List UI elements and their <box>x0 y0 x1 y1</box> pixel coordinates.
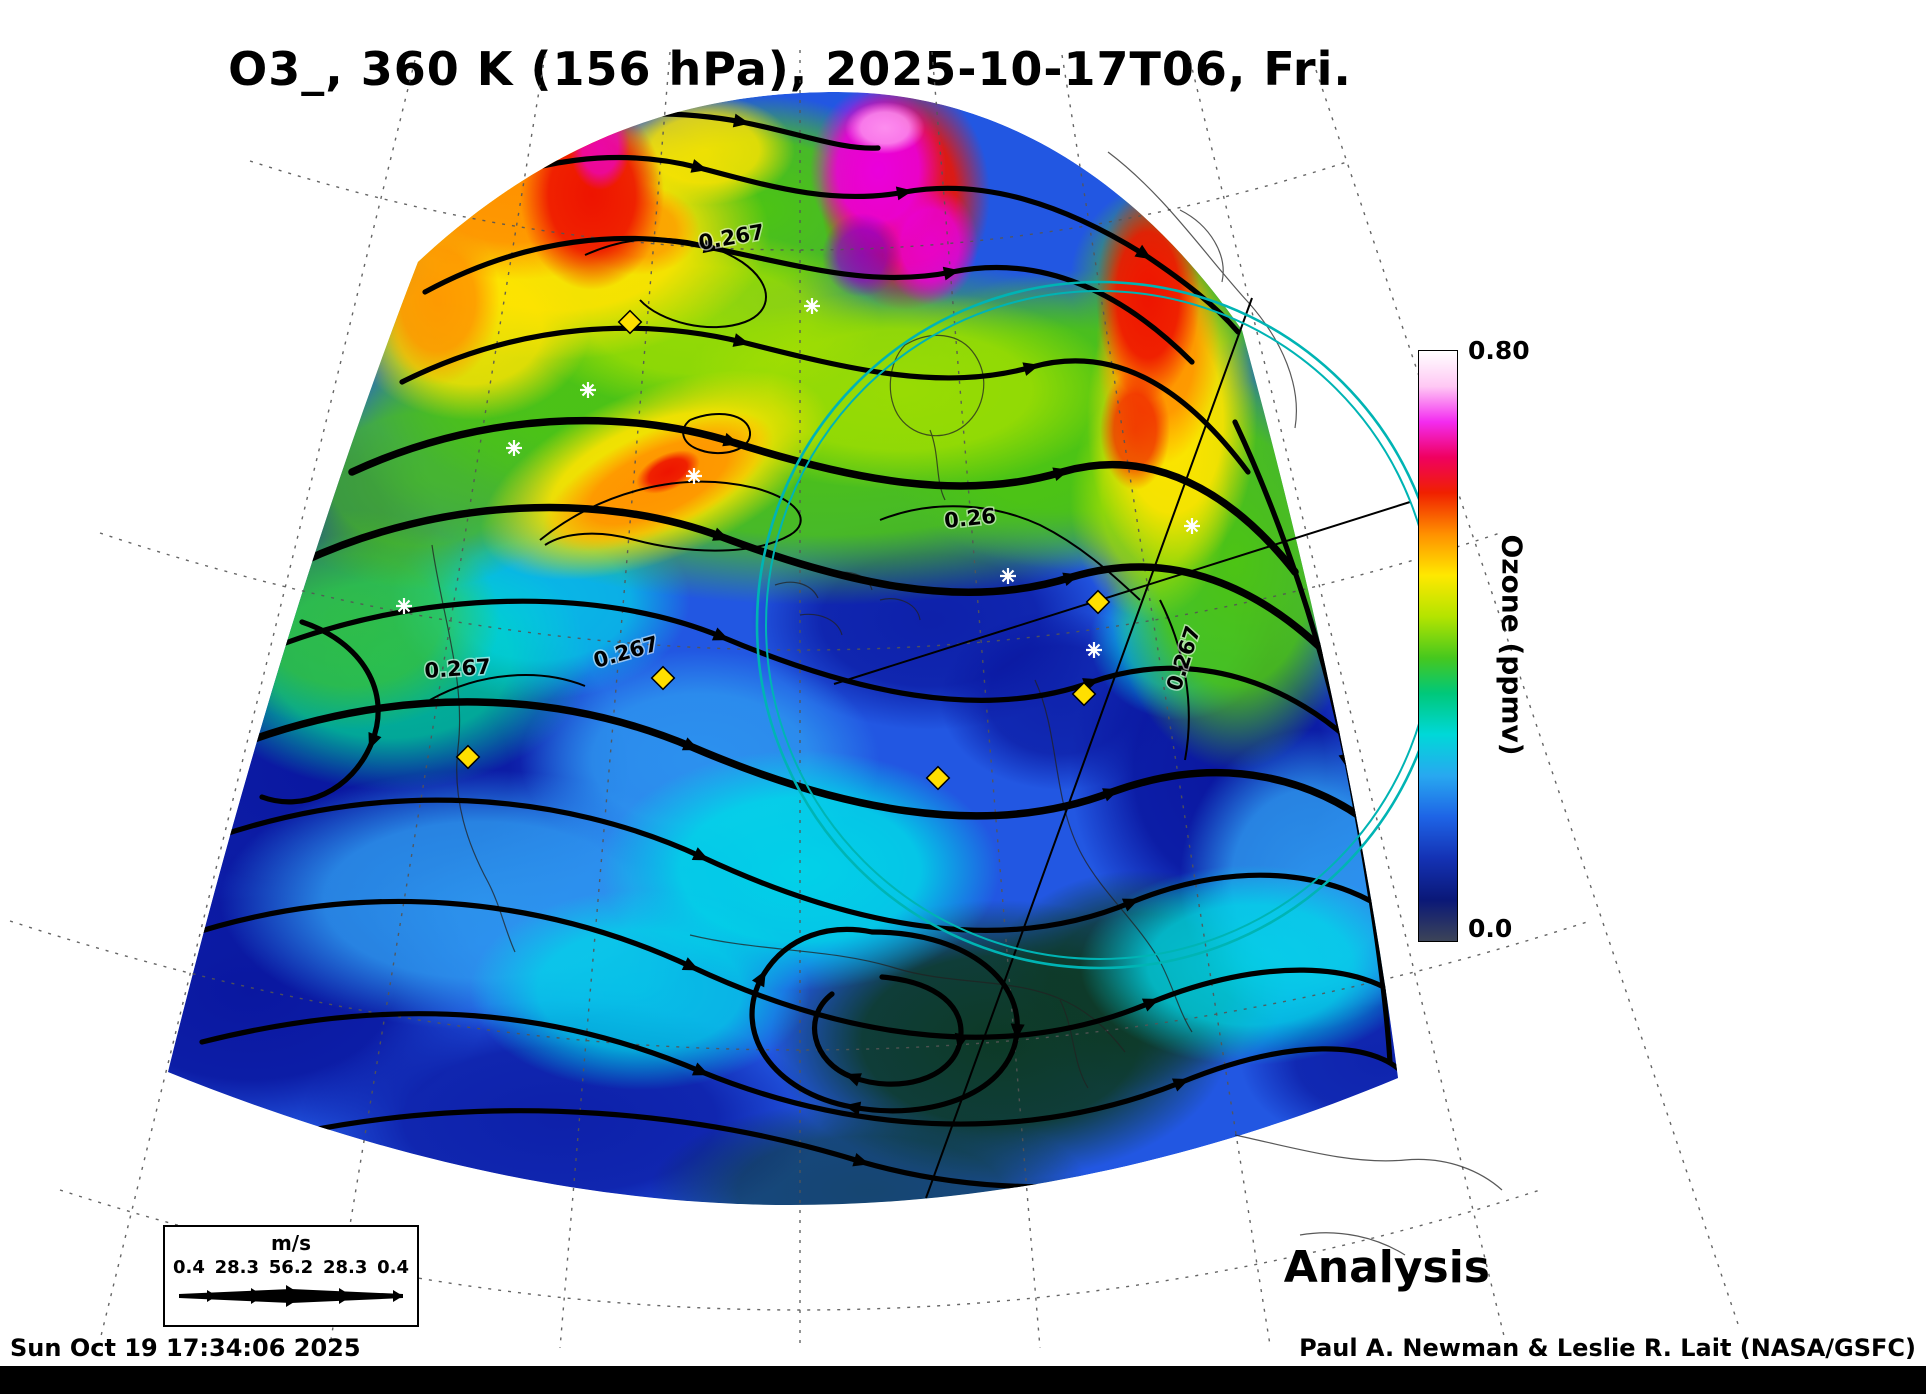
colorbar-min-label: 0.0 <box>1468 914 1513 943</box>
colorbar-max-label: 0.80 <box>1468 336 1530 365</box>
wind-speed-value: 0.4 <box>173 1257 205 1278</box>
wind-speed-value: 56.2 <box>268 1257 314 1278</box>
wind-speed-legend: m/s 0.4 28.3 56.2 28.3 0.4 <box>163 1225 419 1327</box>
wind-speed-values: 0.4 28.3 56.2 28.3 0.4 <box>165 1257 417 1278</box>
plot-title: O3_, 360 K (156 hPa), 2025-10-17T06, Fri… <box>228 42 1352 96</box>
bottom-black-bar <box>0 1366 1926 1394</box>
credit-text: Paul A. Newman & Leslie R. Lait (NASA/GS… <box>1299 1334 1916 1362</box>
wind-speed-value: 28.3 <box>214 1257 260 1278</box>
analysis-label: Analysis <box>1283 1242 1490 1293</box>
contour-label: 0.267 <box>424 654 492 683</box>
wind-speed-value: 0.4 <box>377 1257 409 1278</box>
station-markers <box>396 298 1200 791</box>
station-star-markers <box>396 298 1200 658</box>
wind-scale-arrow-icon <box>179 1285 403 1307</box>
ozone-colorbar <box>1418 350 1458 942</box>
wind-speed-value: 28.3 <box>322 1257 368 1278</box>
wind-units-label: m/s <box>270 1231 312 1255</box>
colorbar-axis-label: Ozone (ppmv) <box>1495 534 1529 756</box>
cross-section-lines <box>833 297 1411 1199</box>
wind-streamlines <box>179 111 1398 1190</box>
station-diamond-markers <box>455 309 1111 791</box>
generation-timestamp: Sun Oct 19 17:34:06 2025 <box>10 1334 361 1362</box>
